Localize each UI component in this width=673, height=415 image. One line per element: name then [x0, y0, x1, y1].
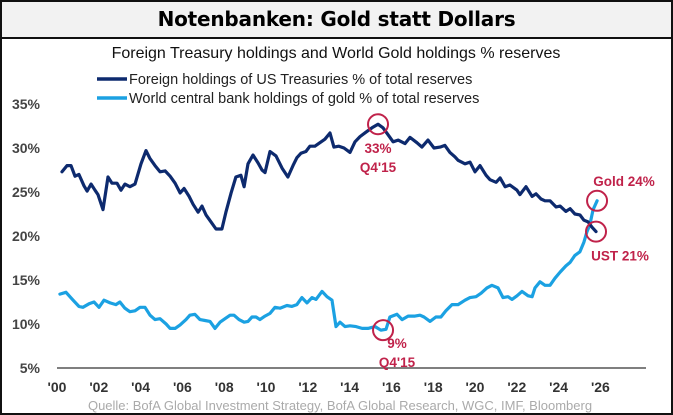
x-tick-label: '04 [131, 379, 150, 395]
y-tick-label: 30% [12, 140, 41, 156]
x-tick-label: '16 [382, 379, 401, 395]
x-tick-label: '14 [340, 379, 359, 395]
annotations: 33% Q4'15 9% Q4'15 Gold 24% UST 21% [360, 113, 655, 370]
x-tick-label: '20 [466, 379, 485, 395]
source-note: Quelle: BofA Global Investment Strategy,… [88, 398, 592, 413]
page-header: Notenbanken: Gold statt Dollars [2, 2, 671, 39]
y-tick-label: 15% [12, 272, 41, 288]
x-tick-label: '12 [298, 379, 317, 395]
annotation-circle [585, 220, 608, 243]
x-tick-label: '18 [424, 379, 443, 395]
annotation-circle [586, 189, 609, 212]
y-tick-label: 35% [12, 96, 41, 112]
x-tick-label: '26 [591, 379, 610, 395]
annotation-circle [372, 319, 395, 342]
chart-title: Foreign Treasury holdings and World Gold… [112, 45, 561, 62]
annotation-circle [367, 113, 390, 136]
x-tick-label: '08 [215, 379, 234, 395]
annotation-label: Q4'15 [360, 160, 397, 175]
series-group [58, 122, 599, 332]
annotation-label: 9% [387, 336, 407, 351]
x-tick-label: '10 [257, 379, 276, 395]
annotation-label: Q4'15 [379, 355, 416, 370]
x-tick-label: '22 [507, 379, 526, 395]
legend-label-gold: World central bank holdings of gold % of… [129, 91, 479, 107]
legend-label-ust: Foreign holdings of US Treasuries % of t… [129, 72, 472, 88]
series-line-gold [58, 199, 599, 332]
x-tick-label: '00 [48, 379, 67, 395]
annotation-label: Gold 24% [593, 174, 655, 189]
x-tick-label: '24 [549, 379, 568, 395]
y-axis: 5% 10% 15% 20% 25% 30% 35% [12, 96, 41, 376]
series-line-ust [60, 122, 598, 234]
page-title: Notenbanken: Gold statt Dollars [157, 7, 516, 31]
annotation-label: 33% [365, 141, 392, 156]
y-tick-label: 20% [12, 228, 41, 244]
x-axis: '00 '02 '04 '06 '08 '10 '12 '14 '16 '18 '20 '22 '24 '… [48, 379, 611, 395]
y-tick-label: 5% [20, 360, 41, 376]
x-tick-label: '06 [173, 379, 192, 395]
x-tick-label: '02 [89, 379, 108, 395]
annotation-label: UST 21% [591, 249, 649, 264]
y-tick-label: 25% [12, 184, 41, 200]
y-tick-label: 10% [12, 316, 41, 332]
legend: Foreign holdings of US Treasuries % of t… [97, 72, 479, 107]
